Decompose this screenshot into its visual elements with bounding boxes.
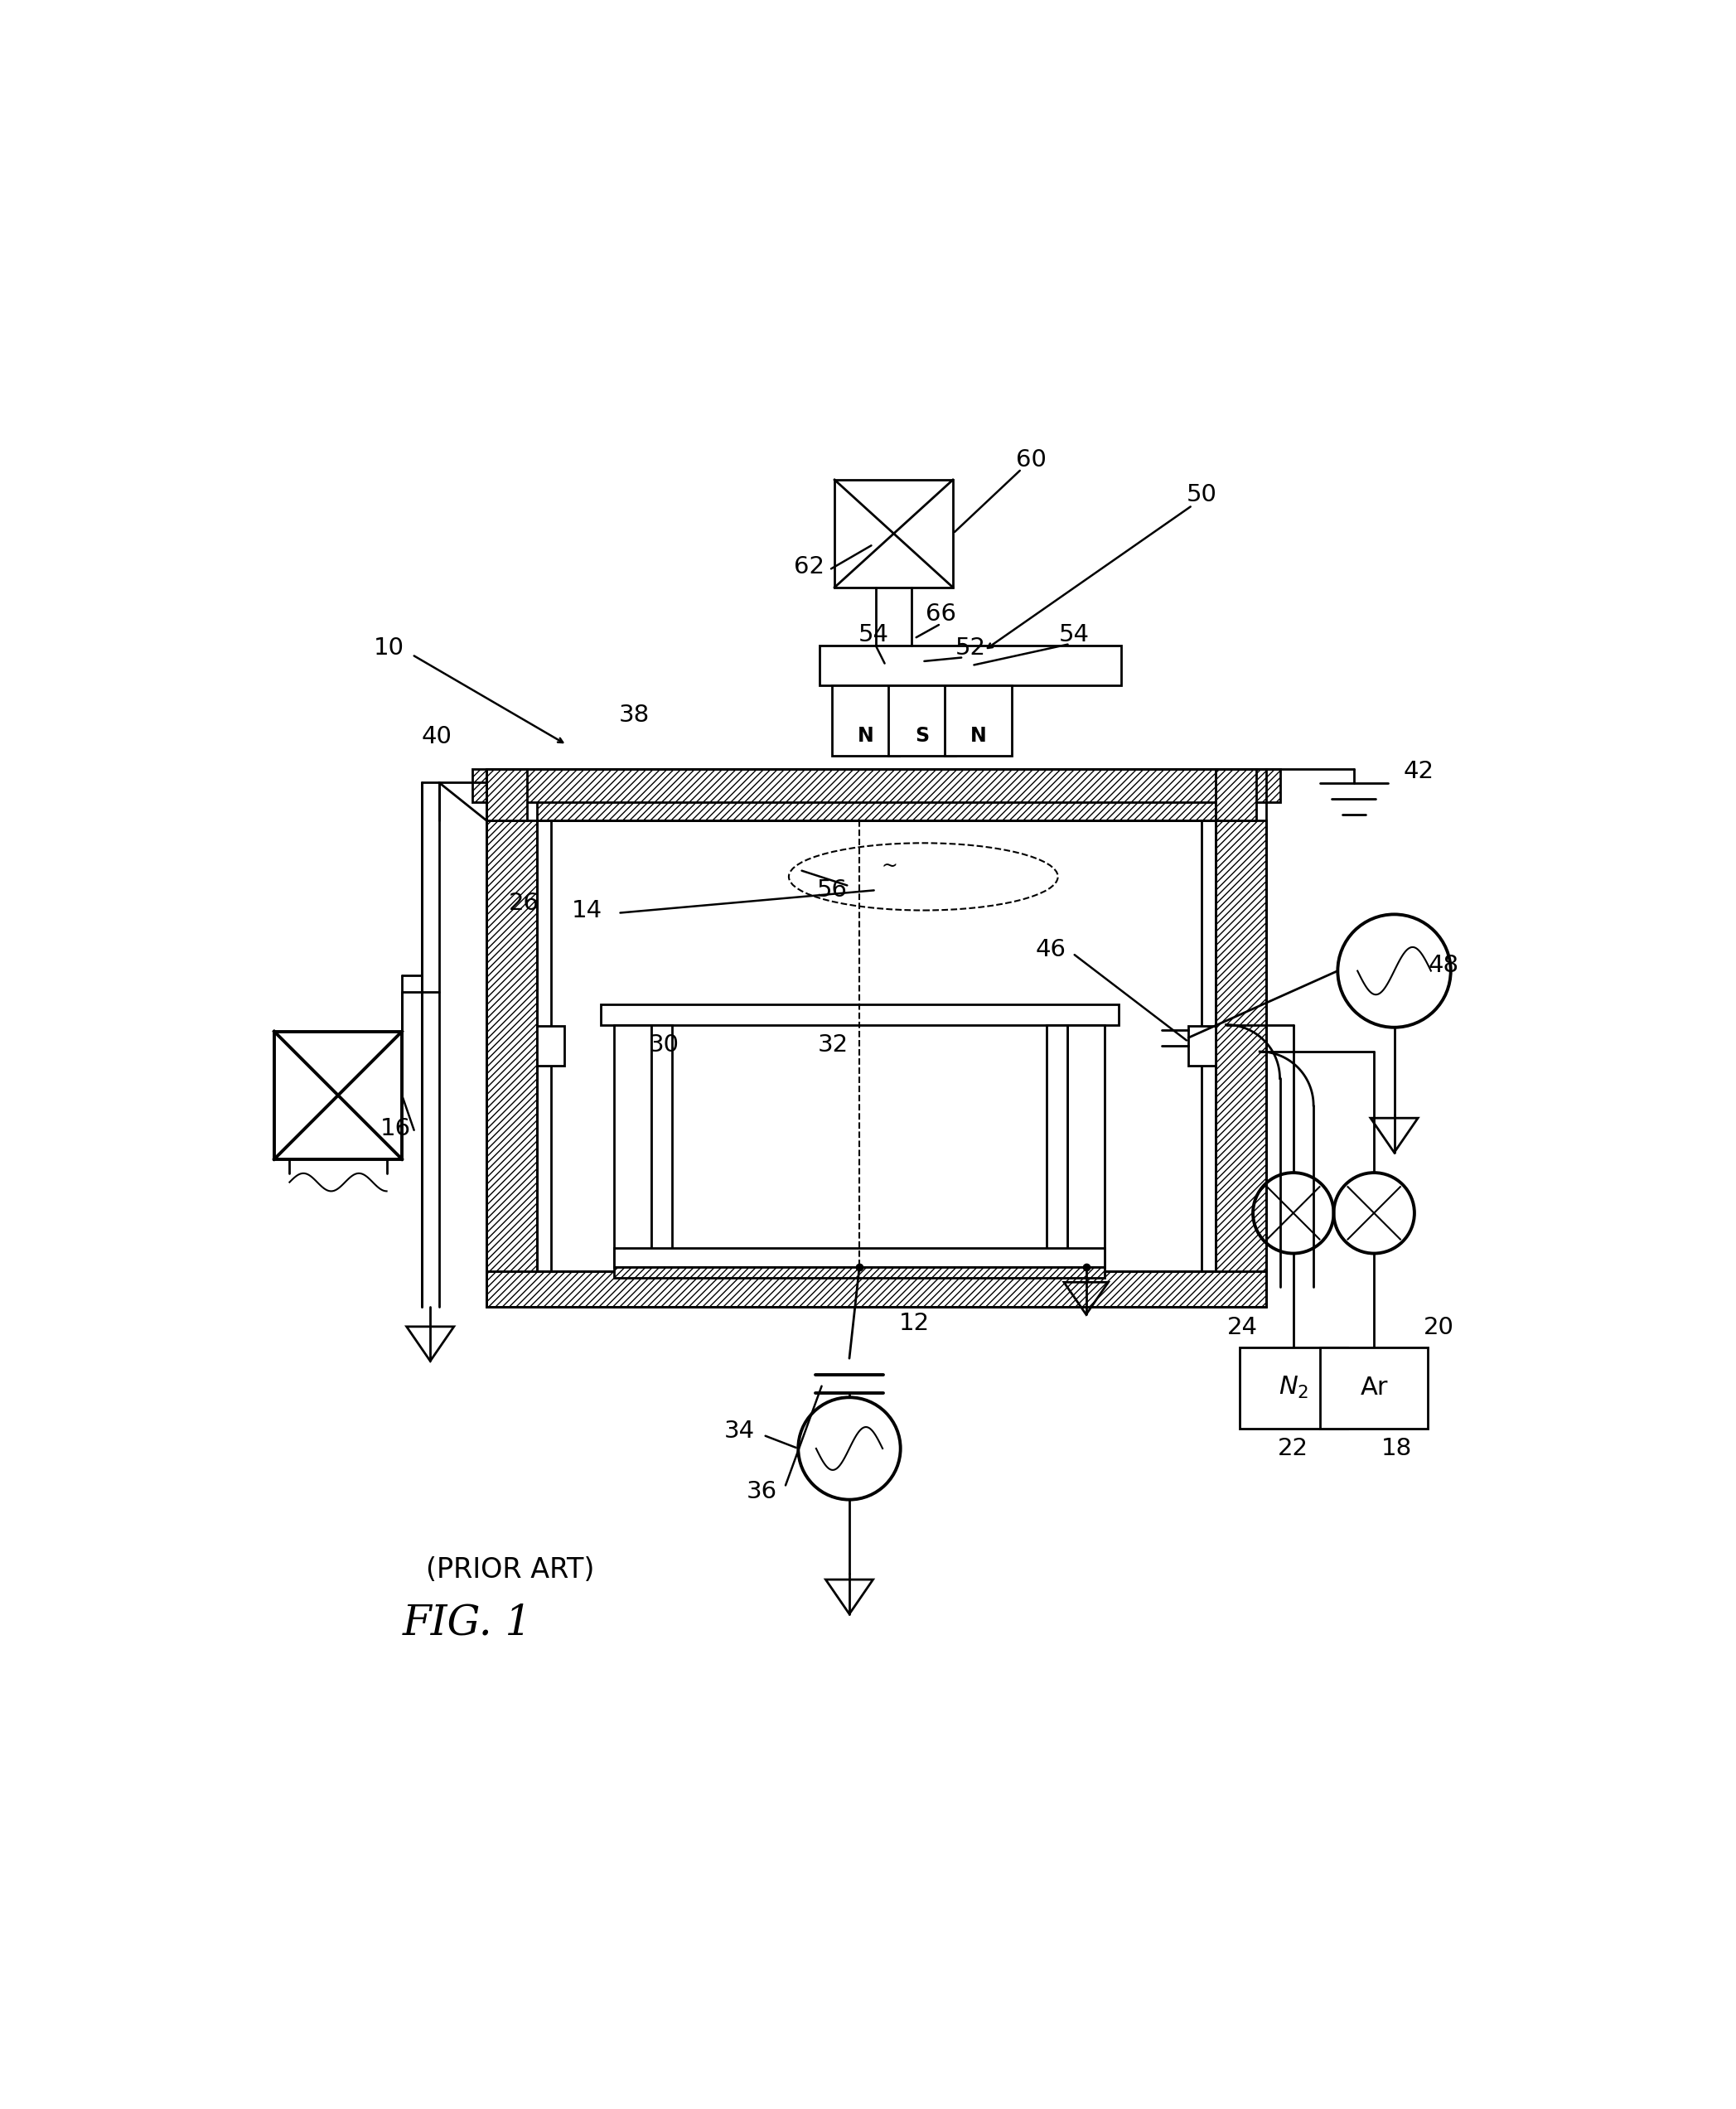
Text: 60: 60 — [1016, 447, 1047, 470]
Bar — [615, 1268, 1104, 1278]
Bar — [819, 645, 1121, 685]
Text: 54: 54 — [1059, 622, 1090, 645]
Text: 14: 14 — [571, 898, 602, 922]
Bar — [889, 685, 955, 755]
Text: 54: 54 — [858, 622, 889, 645]
Text: 42: 42 — [1403, 759, 1434, 782]
Bar — [651, 1025, 672, 1268]
Text: Ar: Ar — [1361, 1375, 1387, 1400]
Text: 24: 24 — [1227, 1316, 1257, 1339]
Bar — [835, 479, 953, 588]
Text: 16: 16 — [380, 1116, 411, 1139]
Text: 62: 62 — [793, 555, 825, 578]
Text: 18: 18 — [1382, 1436, 1413, 1459]
Bar — [472, 770, 1279, 801]
Bar — [536, 1025, 564, 1065]
Text: 66: 66 — [925, 603, 957, 626]
Bar — [536, 770, 1215, 820]
Bar — [1215, 770, 1257, 820]
Text: 46: 46 — [1036, 939, 1066, 962]
Text: 12: 12 — [899, 1312, 929, 1335]
Bar — [274, 1031, 403, 1160]
Bar — [1068, 1025, 1106, 1268]
Text: 48: 48 — [1429, 953, 1460, 976]
Bar — [615, 1025, 651, 1268]
Bar — [601, 1004, 1118, 1025]
Text: 30: 30 — [648, 1033, 679, 1057]
Text: N: N — [970, 725, 986, 747]
Text: FIG. 1: FIG. 1 — [403, 1603, 533, 1643]
Text: 34: 34 — [724, 1419, 755, 1443]
Text: (PRIOR ART): (PRIOR ART) — [425, 1556, 594, 1584]
Text: 40: 40 — [422, 725, 451, 749]
Bar — [1319, 1348, 1427, 1428]
Text: 50: 50 — [1186, 483, 1217, 506]
Text: 20: 20 — [1424, 1316, 1455, 1339]
Bar — [1240, 1348, 1347, 1428]
Bar — [615, 1249, 1104, 1268]
Bar — [486, 770, 528, 820]
Bar — [1047, 1025, 1068, 1268]
Text: $N_2$: $N_2$ — [1278, 1375, 1309, 1400]
Bar — [832, 685, 899, 755]
Bar — [1215, 820, 1267, 1272]
Text: 38: 38 — [618, 704, 649, 728]
Text: 10: 10 — [373, 637, 404, 660]
Text: ~: ~ — [882, 856, 898, 875]
Bar — [944, 685, 1012, 755]
Bar — [486, 820, 536, 1272]
Text: N: N — [858, 725, 873, 747]
Bar — [486, 1272, 1267, 1308]
Text: 56: 56 — [816, 879, 847, 903]
Text: 32: 32 — [818, 1033, 849, 1057]
Bar — [1189, 1025, 1215, 1065]
Text: 36: 36 — [746, 1481, 778, 1504]
Text: 26: 26 — [509, 892, 540, 915]
Text: 22: 22 — [1278, 1436, 1309, 1459]
Text: S: S — [915, 725, 929, 747]
Text: 52: 52 — [955, 637, 986, 660]
